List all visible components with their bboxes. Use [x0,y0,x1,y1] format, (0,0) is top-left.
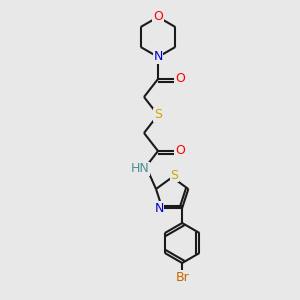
Text: O: O [175,145,185,158]
Text: O: O [175,73,185,85]
Text: Br: Br [175,271,189,284]
Text: N: N [154,202,164,214]
Text: S: S [170,169,178,182]
Text: HN: HN [130,163,149,176]
Text: O: O [153,11,163,23]
Text: S: S [154,109,162,122]
Text: N: N [153,50,163,64]
